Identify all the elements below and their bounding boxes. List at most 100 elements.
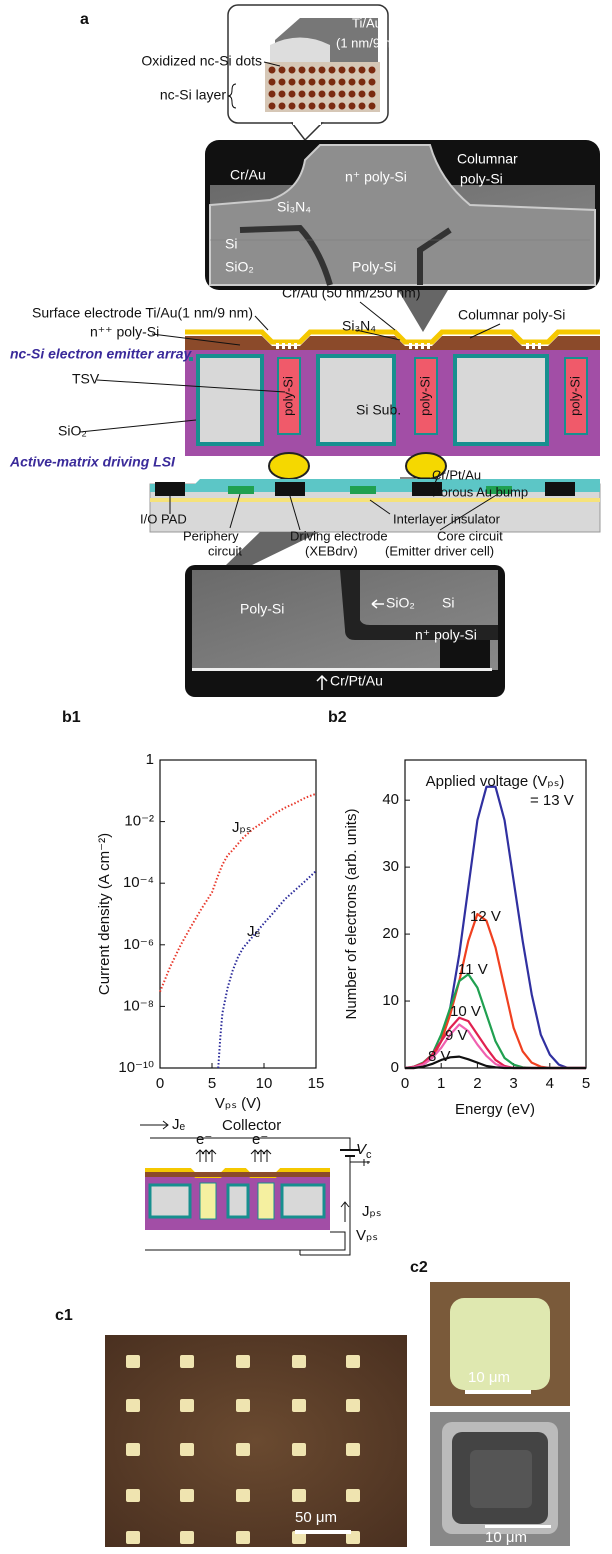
page: { "panel_a": { "label": "a", "inset": {"… [0,0,612,1554]
x-tick-label: 1 [437,1075,445,1092]
y-tick-label: 10⁻² [124,813,154,830]
label: 10 μm [468,1369,510,1386]
x-tick-label: 2 [473,1075,481,1092]
label: Si Sub. [356,402,401,418]
x-tick-label: 0 [156,1075,164,1092]
label: c2 [410,1259,428,1276]
x-tick-label: 4 [546,1075,554,1092]
label: Cr/Pt/Au [330,673,383,689]
label: Periphery [183,528,239,543]
pad [292,1443,306,1456]
series-label: 10 V [450,1003,481,1020]
y-axis-label: Current density (A cm⁻²) [96,833,113,995]
y-tick-label: 0 [391,1059,399,1076]
pad [292,1489,306,1502]
pad [180,1489,194,1502]
y-axis-label: Number of electrons (arb. units) [343,809,360,1020]
label: Vc [356,1141,372,1161]
series-line [218,871,316,1068]
label: (Emitter driver cell) [385,543,494,558]
label: e⁻ [252,1131,268,1148]
label: Si [442,595,454,611]
label: Si [225,236,237,252]
y-tick-label: 10⁻⁴ [123,874,154,891]
label: SiO₂ [225,259,254,275]
label: c1 [55,1307,73,1324]
pad [236,1489,250,1502]
pad [236,1443,250,1456]
x-tick-label: 0 [401,1075,409,1092]
scale-bar [295,1530,351,1534]
x-tick-label: 5 [208,1075,216,1092]
pad [180,1443,194,1456]
label: Porous Au bump [432,484,528,499]
label: poly-Si [460,171,503,187]
series-line [405,787,586,1068]
top-sem [205,140,600,290]
x-axis-label: Energy (eV) [455,1101,535,1118]
label: n⁺ poly-Si [415,627,477,643]
label: Interlayer insulator [393,511,501,526]
annotation: Applied voltage (Vₚₛ) [426,773,565,790]
pad [236,1355,250,1368]
series-label: 12 V [470,908,501,925]
label: Cr/Pt/Au [432,467,481,482]
label: (1 nm/9 nm) [336,35,406,50]
label: nc-Si electron emitter array [10,346,193,362]
label: Ti/Au [352,15,382,30]
label: Jₑ [172,1116,186,1133]
y-tick-label: 10⁻⁶ [123,936,154,953]
pad [126,1443,140,1456]
label: Oxidized nc-Si dots [141,53,262,69]
panel-label: b2 [328,709,347,726]
pad [126,1399,140,1412]
panel-label: b1 [62,709,81,726]
label: Vₚₛ [356,1227,378,1244]
panel-label: a [80,11,89,28]
label: poly-Si [280,376,295,416]
pad [346,1489,360,1502]
label: Columnar poly-Si [458,307,565,323]
pad [292,1355,306,1368]
label: Surface electrode Ti/Au(1 nm/9 nm) [32,305,253,321]
pad [180,1399,194,1412]
pad [126,1531,140,1544]
pad [292,1399,306,1412]
y-tick-label: 1 [146,751,154,768]
label: 50 μm [295,1509,337,1526]
label: (XEBdrv) [305,543,358,558]
x-tick-label: 15 [308,1075,325,1092]
series-label: Jₚₛ [232,819,252,836]
label: Si₃N₄ [277,199,311,215]
pad [346,1399,360,1412]
y-tick-label: 30 [382,858,399,875]
label: 10 μm [485,1529,527,1546]
x-tick-label: 3 [509,1075,517,1092]
series-line [405,914,586,1068]
label: Cr/Au (50 nm/250 nm) [282,285,421,301]
series-label: 11 V [458,961,488,978]
label: Columnar [457,151,518,167]
y-tick-label: 20 [382,925,399,942]
y-tick-label: 10 [382,992,399,1009]
label: TSV [72,371,100,387]
series-label: = 13 V [530,792,574,809]
x-axis-label: Vₚₛ (V) [215,1095,261,1112]
label: Driving electrode [290,528,388,543]
label: Core circuit [437,528,503,543]
label: Cr/Au [230,167,266,183]
label: Jₚₛ [362,1203,382,1220]
label: Poly-Si [240,601,284,617]
c1-image [105,1335,407,1547]
plot-frame [160,760,316,1068]
label: c [366,1149,372,1161]
figure: a Ti/Au (1 nm/9 nm) Oxidized nc-Si dots nc-S… [0,0,612,1554]
pad [236,1399,250,1412]
x-tick-label: 10 [256,1075,273,1092]
series-label: 8 V [428,1048,451,1065]
label: circuit [208,543,242,558]
x-tick-label: 5 [582,1075,590,1092]
c2-images [430,1282,570,1546]
label: poly-Si [417,376,432,416]
series-label: Jₑ [247,923,261,940]
